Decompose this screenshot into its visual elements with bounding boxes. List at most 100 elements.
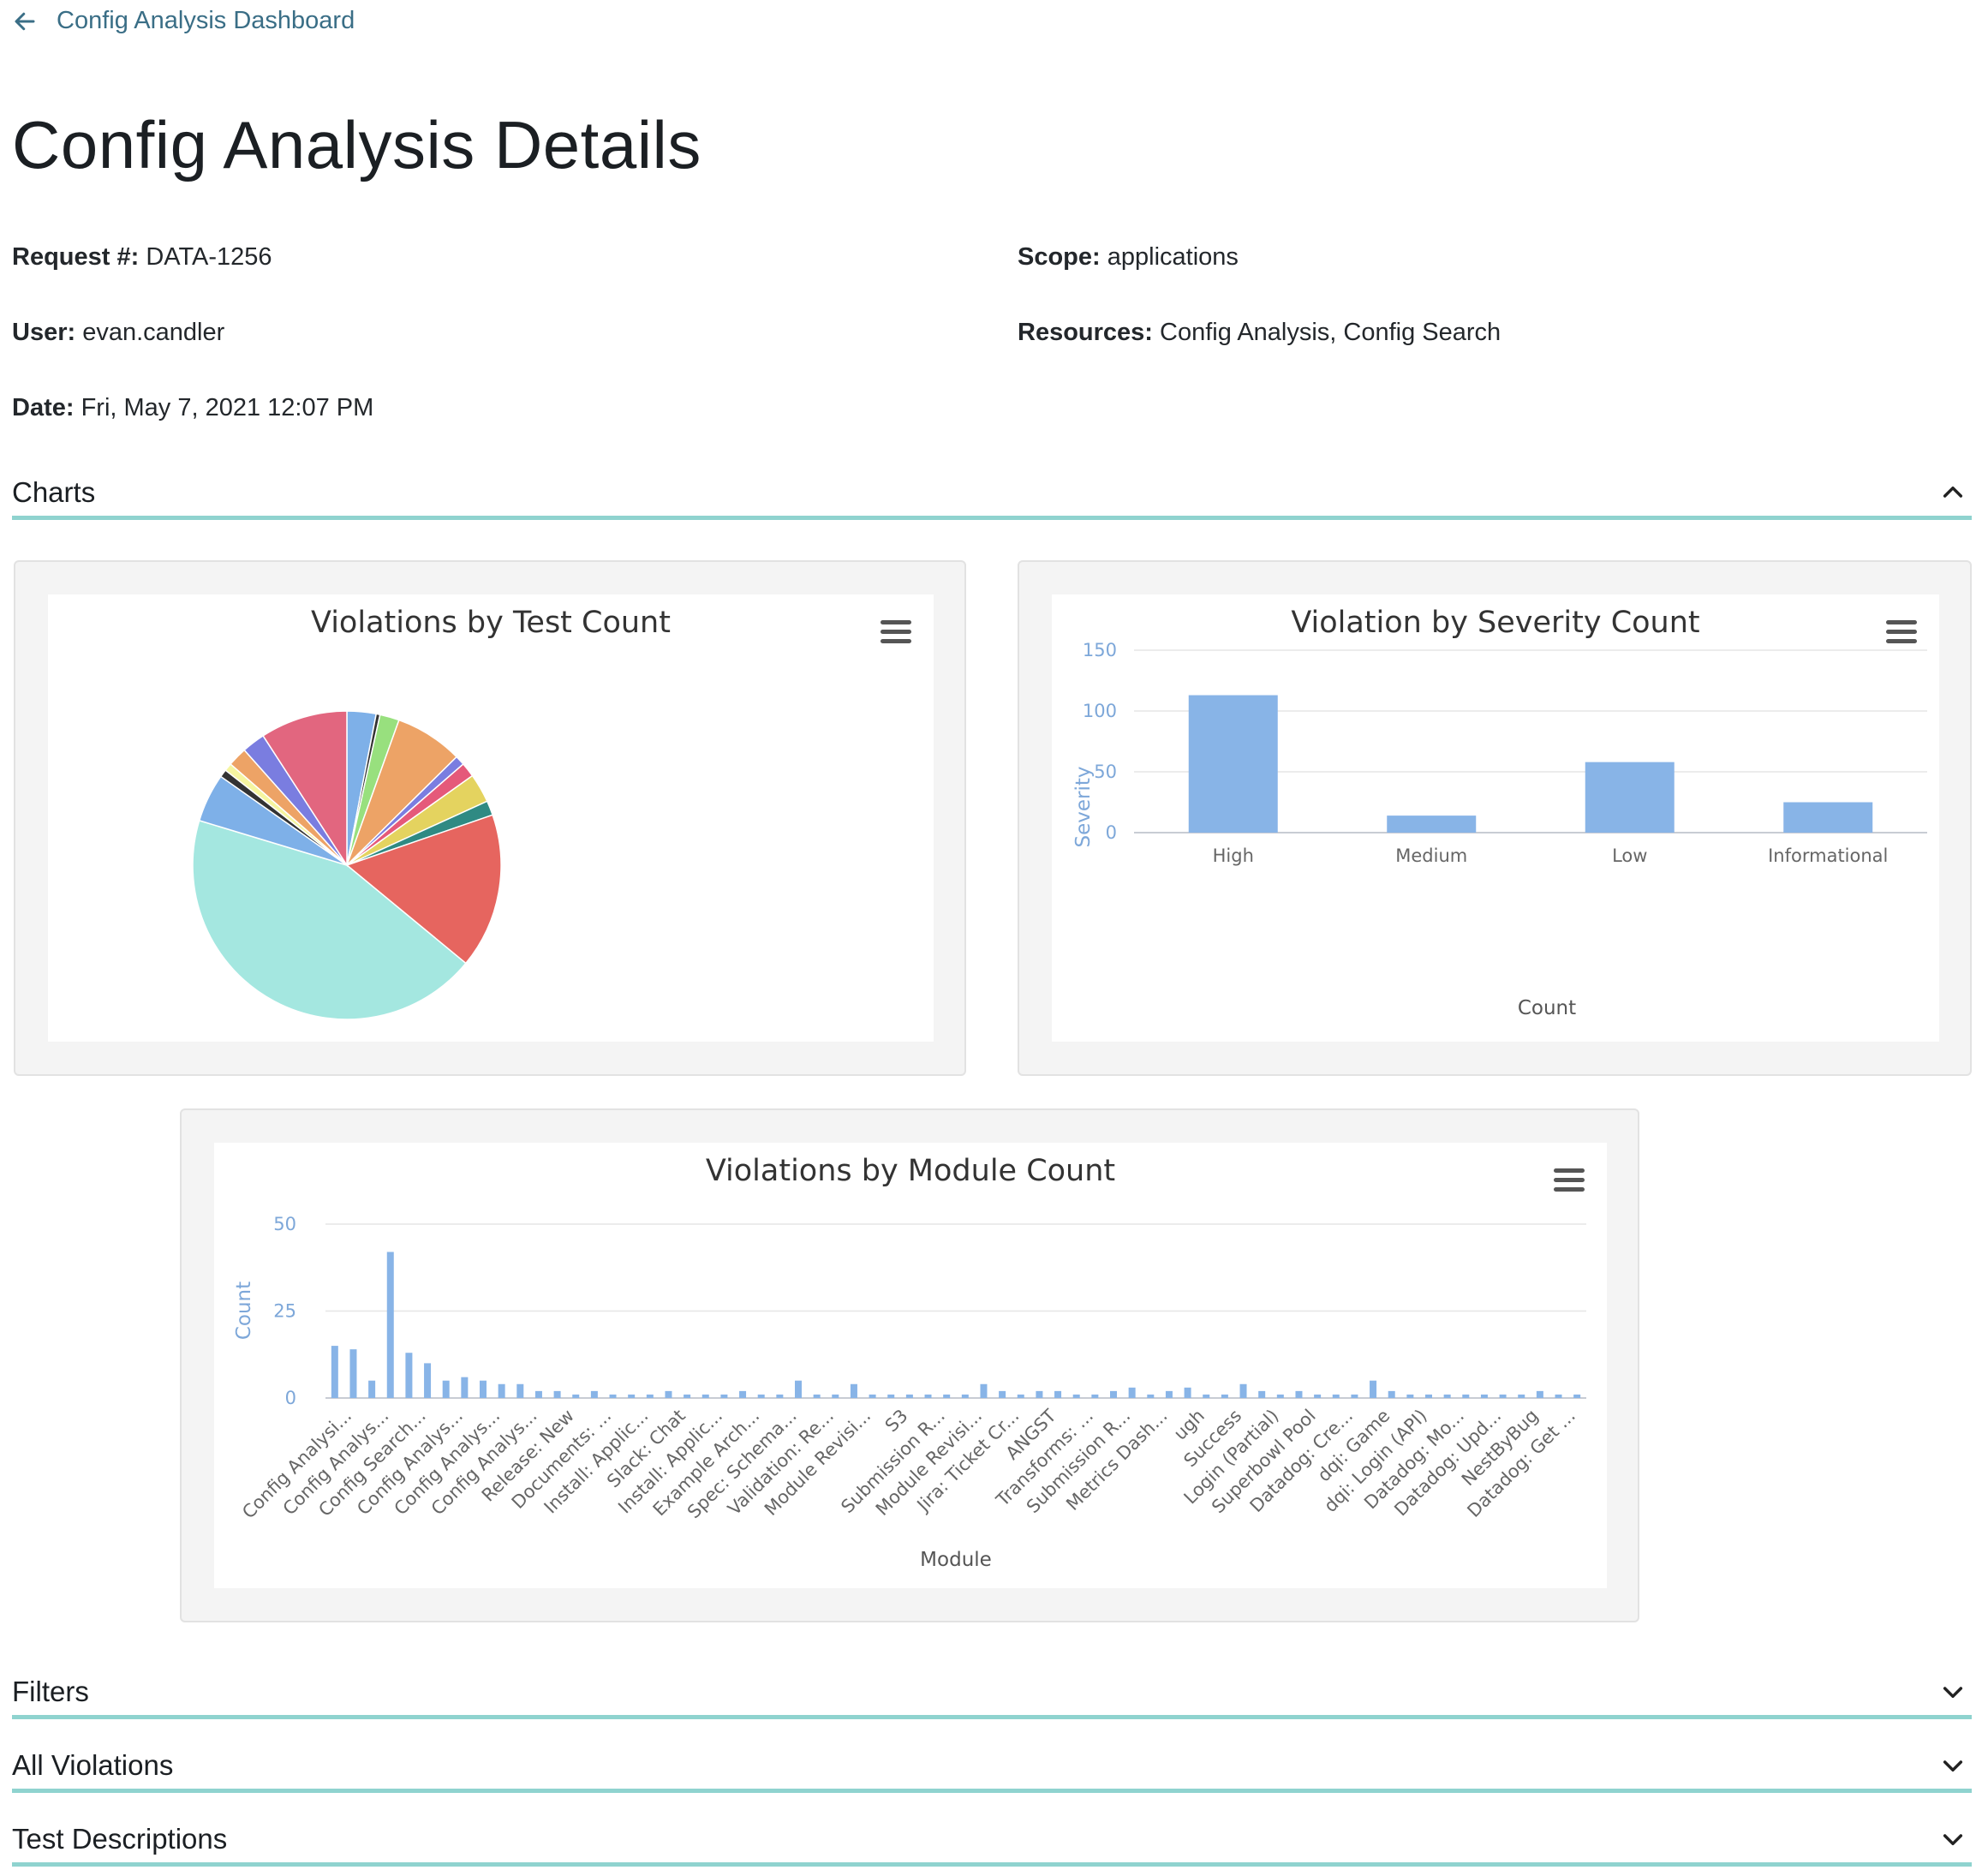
module-bar bbox=[1221, 1394, 1228, 1398]
chevron-down-icon bbox=[1943, 1834, 1963, 1846]
arrow-left-icon bbox=[15, 12, 35, 30]
user-value: evan.candler bbox=[82, 319, 225, 346]
module-bar bbox=[1258, 1390, 1266, 1398]
x-tick-label: Informational bbox=[1768, 845, 1888, 866]
module-bar bbox=[424, 1363, 432, 1398]
module-bar bbox=[628, 1394, 636, 1398]
module-bar bbox=[1443, 1394, 1451, 1398]
module-bar bbox=[331, 1346, 338, 1398]
y-tick-label: 150 bbox=[1083, 640, 1117, 660]
x-tick-label: Medium bbox=[1395, 845, 1467, 866]
severity-chart-menu-icon[interactable] bbox=[1886, 620, 1917, 646]
scope: Scope: applications bbox=[1018, 243, 1239, 272]
x-tick-label: Low bbox=[1612, 845, 1647, 866]
severity-chart-area: Violation by Severity Count 0 50 100 150 Hi… bbox=[1052, 594, 1939, 1042]
module-bar bbox=[980, 1383, 988, 1398]
module-chart-title: Violations by Module Count bbox=[706, 1154, 1115, 1188]
module-bar bbox=[1573, 1394, 1581, 1398]
module-bar bbox=[701, 1394, 709, 1398]
module-bar bbox=[572, 1394, 580, 1398]
request-number-value: DATA-1256 bbox=[146, 243, 272, 271]
module-bar bbox=[1036, 1390, 1043, 1398]
back-link-label: Config Analysis Dashboard bbox=[57, 7, 355, 34]
back-link[interactable]: Config Analysis Dashboard bbox=[12, 7, 355, 35]
chevron-down-icon bbox=[1943, 1687, 1963, 1699]
module-bar bbox=[1332, 1394, 1340, 1398]
section-test-descriptions-label: Test Descriptions bbox=[12, 1823, 228, 1855]
section-test-descriptions-header[interactable]: Test Descriptions bbox=[12, 1816, 1972, 1867]
module-bar bbox=[1462, 1394, 1470, 1398]
module-bar bbox=[386, 1252, 394, 1398]
resources-value: Config Analysis, Config Search bbox=[1160, 319, 1501, 346]
module-bar bbox=[442, 1380, 450, 1398]
resources-label: Resources: bbox=[1018, 319, 1153, 346]
severity-x-axis-title: Count bbox=[1518, 997, 1576, 1019]
module-bar bbox=[961, 1394, 969, 1398]
module-bar bbox=[349, 1349, 357, 1398]
module-bar bbox=[498, 1383, 505, 1398]
module-bar bbox=[405, 1353, 413, 1398]
scope-value: applications bbox=[1107, 243, 1239, 271]
module-bar bbox=[1351, 1394, 1358, 1398]
severity-chart-title: Violation by Severity Count bbox=[1291, 606, 1699, 640]
module-y-axis-title: Count bbox=[233, 1282, 255, 1340]
section-charts-header[interactable]: Charts bbox=[12, 469, 1972, 520]
module-bar bbox=[1518, 1394, 1525, 1398]
module-bar bbox=[1555, 1394, 1562, 1398]
module-bar bbox=[1406, 1394, 1414, 1398]
section-all-violations-header[interactable]: All Violations bbox=[12, 1742, 1972, 1793]
module-chart-area: Violations by Module Count 0 25 50 Config … bbox=[214, 1143, 1607, 1588]
y-tick-label: 25 bbox=[273, 1301, 296, 1322]
module-bar bbox=[1054, 1390, 1062, 1398]
module-bar bbox=[924, 1394, 932, 1398]
module-bar bbox=[590, 1390, 598, 1398]
module-bar bbox=[1499, 1394, 1507, 1398]
pie-chart-card: Violations by Test Count bbox=[14, 560, 966, 1076]
severity-chart-card: Violation by Severity Count 0 50 100 150 Hi… bbox=[1018, 560, 1972, 1076]
module-bar bbox=[1536, 1390, 1543, 1398]
y-tick-label: 50 bbox=[273, 1214, 296, 1234]
pie-slice bbox=[345, 814, 502, 965]
module-chart-menu-icon[interactable] bbox=[1554, 1168, 1585, 1194]
section-all-violations-label: All Violations bbox=[12, 1749, 174, 1781]
module-bar bbox=[1370, 1380, 1377, 1398]
module-bar bbox=[813, 1394, 821, 1398]
module-bar bbox=[1017, 1394, 1024, 1398]
request-number: Request #: DATA-1256 bbox=[12, 243, 272, 272]
severity-bar bbox=[1387, 816, 1477, 833]
severity-y-axis-title: Severity bbox=[1072, 767, 1095, 848]
y-tick-label: 0 bbox=[1106, 822, 1117, 843]
pie-chart: Violations by Test Count bbox=[192, 606, 671, 1020]
page-title: Config Analysis Details bbox=[12, 107, 701, 182]
module-bar bbox=[1091, 1394, 1099, 1398]
module-bar bbox=[368, 1380, 376, 1398]
module-bar bbox=[1314, 1394, 1322, 1398]
scope-label: Scope: bbox=[1018, 243, 1101, 271]
pie-chart-title: Violations by Test Count bbox=[311, 606, 671, 640]
module-bar bbox=[832, 1394, 839, 1398]
module-bar bbox=[999, 1390, 1006, 1398]
module-bar bbox=[943, 1394, 951, 1398]
module-bar bbox=[665, 1390, 672, 1398]
module-bar bbox=[905, 1394, 913, 1398]
module-bar bbox=[553, 1390, 561, 1398]
module-bar bbox=[516, 1383, 524, 1398]
module-bar bbox=[1203, 1394, 1210, 1398]
chevron-down-icon bbox=[1943, 1760, 1963, 1772]
section-filters-header[interactable]: Filters bbox=[12, 1669, 1972, 1719]
user: User: evan.candler bbox=[12, 319, 224, 347]
module-bar bbox=[646, 1394, 654, 1398]
pie-chart-menu-icon[interactable] bbox=[881, 620, 911, 646]
resources: Resources: Config Analysis, Config Searc… bbox=[1018, 319, 1501, 347]
severity-bar bbox=[1585, 762, 1675, 833]
module-bar bbox=[1110, 1390, 1117, 1398]
module-bar bbox=[461, 1377, 469, 1398]
y-tick-label: 0 bbox=[285, 1388, 296, 1408]
module-bar bbox=[739, 1390, 747, 1398]
module-chart-card: Violations by Module Count 0 25 50 Config … bbox=[180, 1108, 1639, 1622]
module-bar bbox=[720, 1394, 728, 1398]
user-label: User: bbox=[12, 319, 76, 346]
module-bar bbox=[1147, 1394, 1155, 1398]
y-tick-label: 50 bbox=[1094, 762, 1117, 782]
